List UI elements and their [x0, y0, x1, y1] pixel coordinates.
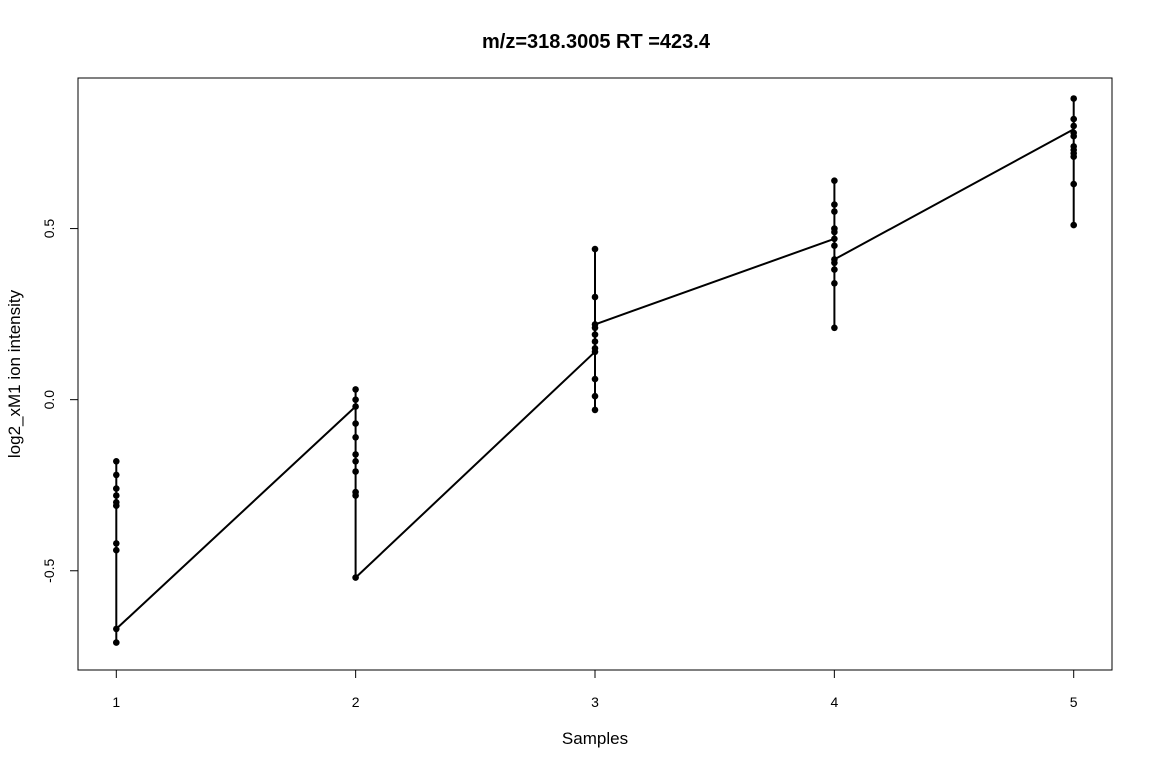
data-point	[591, 406, 599, 414]
data-point	[591, 375, 599, 383]
data-point	[113, 502, 120, 510]
data-point	[352, 403, 359, 410]
data-point	[831, 280, 838, 287]
x-axis-label: Samples	[562, 729, 628, 748]
series-line	[115, 97, 1075, 644]
series-points-group	[113, 95, 1077, 646]
data-point	[591, 338, 599, 345]
data-point	[831, 228, 838, 236]
data-point	[1070, 132, 1077, 140]
data-point	[831, 259, 838, 267]
data-point	[1070, 221, 1077, 229]
data-point	[1070, 122, 1077, 130]
data-point	[113, 492, 120, 499]
data-point	[591, 293, 599, 301]
data-point	[352, 492, 359, 499]
y-axis: -0.5 0.0 0.5	[41, 219, 78, 583]
data-point	[352, 396, 359, 404]
x-tick-label: 2	[352, 694, 360, 710]
data-point	[591, 324, 599, 332]
data-point	[831, 242, 838, 249]
data-point	[831, 235, 838, 243]
data-point	[591, 392, 599, 400]
data-point	[352, 386, 359, 393]
data-point	[352, 434, 359, 441]
data-point	[352, 468, 359, 475]
series-line-group	[115, 97, 1075, 644]
data-point	[113, 458, 120, 465]
data-point	[591, 245, 599, 253]
data-point	[831, 324, 838, 332]
data-point	[831, 208, 838, 215]
data-point	[1070, 115, 1077, 123]
data-point	[831, 201, 838, 208]
data-point	[352, 574, 359, 581]
data-point	[113, 546, 120, 554]
data-point	[591, 348, 599, 356]
data-point	[113, 625, 120, 633]
x-tick-label: 4	[830, 694, 838, 710]
y-tick-label: 0.5	[41, 219, 57, 239]
data-point	[352, 458, 359, 465]
data-point	[352, 420, 359, 427]
data-point	[113, 639, 120, 646]
y-tick-label: 0.0	[41, 390, 57, 410]
chart-title: m/z=318.3005 RT =423.4	[482, 31, 711, 53]
x-tick-label: 5	[1070, 694, 1078, 710]
data-point	[831, 266, 838, 273]
y-tick-label: -0.5	[41, 558, 57, 582]
data-point	[1070, 153, 1077, 160]
data-point	[1070, 95, 1077, 102]
data-point	[113, 485, 120, 492]
data-point	[113, 540, 120, 547]
x-axis: 1 2 3 4 5	[112, 669, 1078, 710]
x-tick-label: 3	[591, 694, 599, 710]
data-point	[831, 177, 838, 184]
y-axis-label: log2_xM1 ion intensity	[5, 289, 24, 458]
x-tick-label: 1	[112, 694, 120, 710]
data-point	[1070, 180, 1077, 188]
data-point	[352, 451, 359, 458]
data-point	[113, 471, 120, 479]
data-point	[591, 331, 599, 338]
